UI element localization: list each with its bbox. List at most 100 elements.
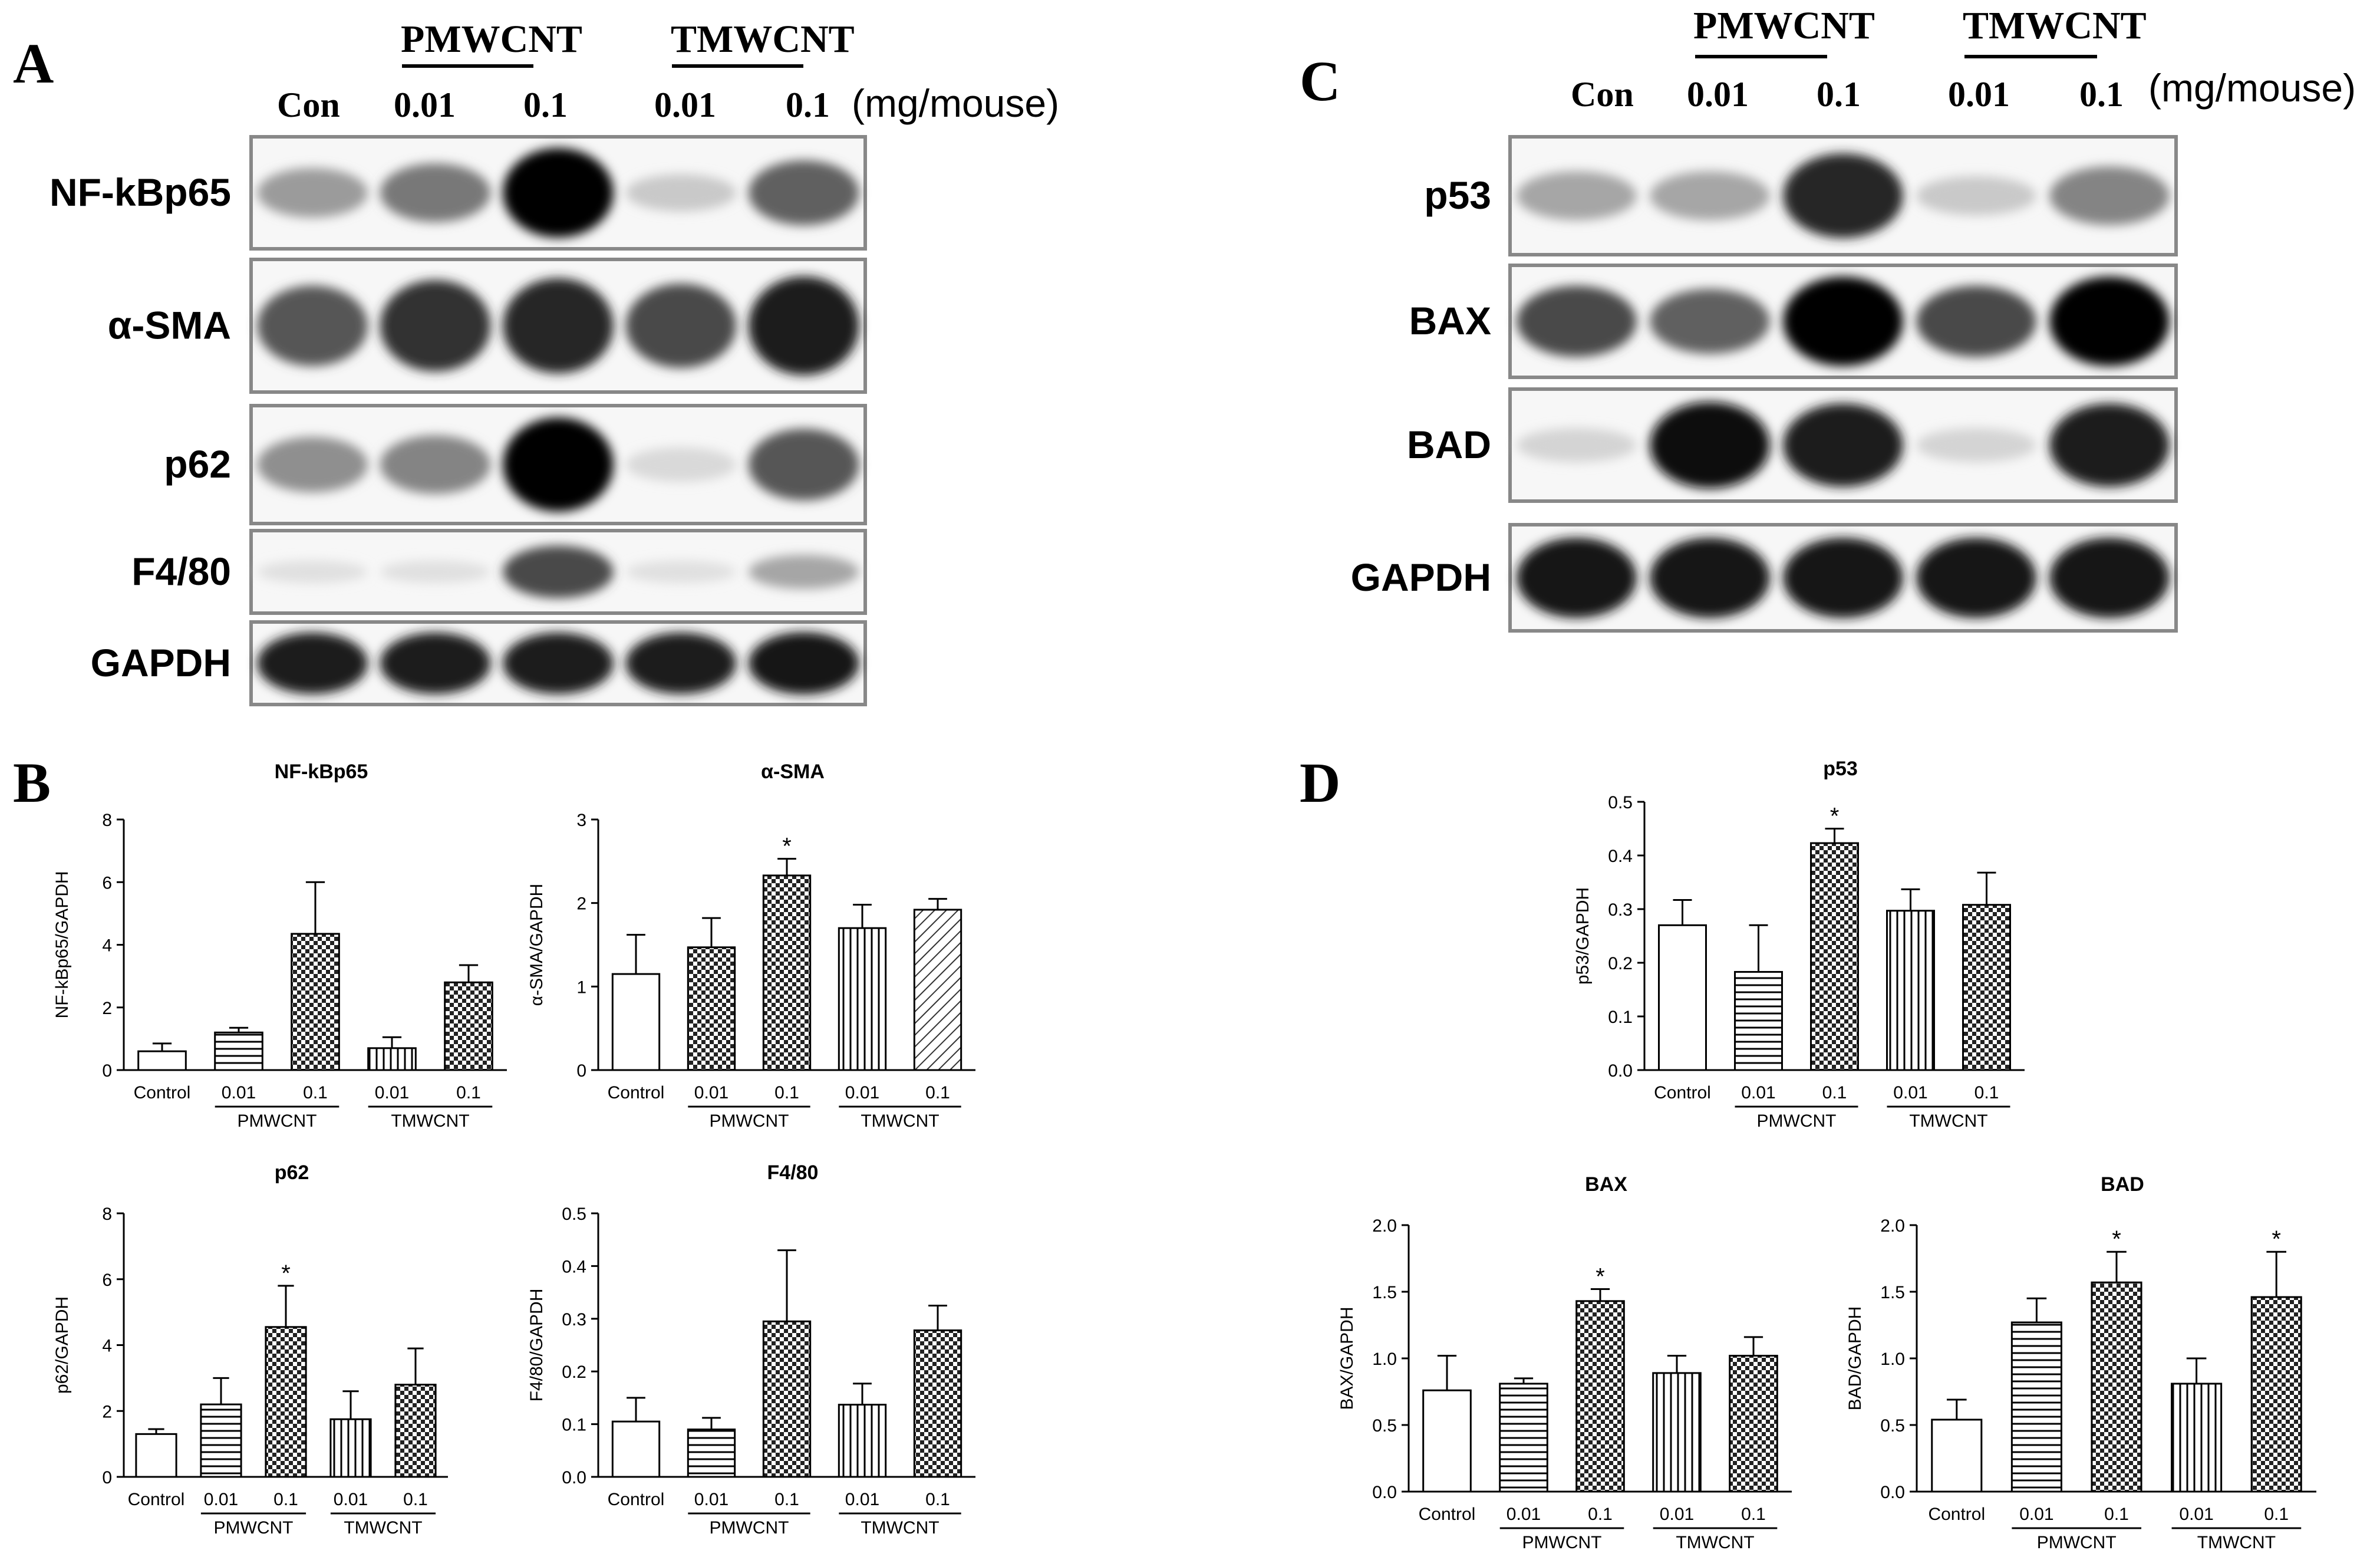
x-tick-label: 0.01 (204, 1490, 238, 1509)
bar (838, 927, 887, 1071)
group-label: PMWCNT (2037, 1533, 2117, 1552)
blot-band (625, 560, 737, 584)
blot-band (2049, 277, 2170, 366)
blot-row-gapdh: GAPDH (91, 620, 867, 706)
blot-band (503, 632, 614, 695)
bar (367, 1047, 417, 1071)
lane-label-p-high: 0.1 (523, 85, 568, 124)
blot-band (380, 279, 491, 372)
dose-unit: (mg/mouse) (2148, 66, 2356, 110)
chart-p62: p62 0 2 4 6 8 p62/GAPDH Control 0.01 * 0.1 0.01 0.1 P… (52, 1161, 448, 1538)
group-label: TMWCNT (861, 1518, 939, 1538)
bar (1658, 924, 1707, 1071)
bar (1575, 1300, 1625, 1493)
bar (838, 1404, 887, 1478)
group-label: TMWCNT (391, 1111, 469, 1131)
y-tick-label: 3 (576, 811, 586, 830)
blot-band (749, 632, 859, 695)
group-label-pmwcnt: PMWCNT (401, 18, 582, 61)
significance-mark: * (2112, 1226, 2121, 1252)
blot-band (2049, 403, 2170, 487)
blot-header-a: PMWCNT TMWCNT Con 0.01 0.1 0.01 0.1 (mg/… (277, 18, 1059, 125)
y-tick-label: 2 (102, 999, 112, 1018)
group-label: TMWCNT (1909, 1111, 1987, 1131)
y-tick-label: 1.0 (1880, 1350, 1905, 1369)
x-tick-label: Control (608, 1490, 665, 1509)
bar (611, 973, 661, 1071)
lane-label-con: Con (1571, 75, 1634, 114)
blot-band (625, 632, 737, 695)
blot-band (503, 148, 614, 238)
y-tick-label: 0.0 (1372, 1483, 1397, 1502)
blot-band (1783, 153, 1903, 238)
lane-label-t-high: 0.1 (2079, 75, 2124, 114)
group-label: TMWCNT (2197, 1533, 2276, 1552)
blot-band (1517, 428, 1637, 462)
bar (1422, 1389, 1472, 1493)
chart-f4-80: F4/80 0.0 0.1 0.2 0.3 0.4 0.5 F4/80/GAPDH Contro… (527, 1161, 975, 1538)
blot-band (380, 435, 491, 494)
blot-band (1783, 537, 1903, 618)
x-tick-label: 0.01 (1660, 1505, 1694, 1524)
bar (214, 1031, 263, 1071)
lane-label-p-high: 0.1 (1817, 75, 1861, 114)
blot-row-p53: p53 (1424, 135, 2178, 256)
blot-band (1916, 428, 2036, 462)
group-label-pmwcnt: PMWCNT (1693, 4, 1875, 47)
western-blots-c: p53 BAX BAD GAPDH (1351, 135, 2178, 633)
x-tick-label: 0.1 (1822, 1083, 1847, 1102)
y-tick-label: 0.0 (1880, 1483, 1905, 1502)
bar (687, 1429, 736, 1478)
group-label-tmwcnt: TMWCNT (1963, 4, 2147, 47)
y-tick-label: 4 (102, 1337, 112, 1356)
blot-row-sma: α-SMA (108, 258, 867, 394)
blot-band (1650, 537, 1770, 618)
blot-band (257, 632, 368, 695)
blot-band (1783, 277, 1903, 366)
x-tick-label: 0.1 (303, 1083, 328, 1102)
blot-band (1916, 176, 2036, 216)
y-tick-label: 0 (102, 1061, 112, 1081)
bar (611, 1420, 661, 1478)
lane-label-p-low: 0.01 (1687, 75, 1749, 114)
y-tick-label: 0.5 (1608, 793, 1633, 812)
y-axis-label: α-SMA/GAPDH (527, 884, 546, 1006)
x-tick-label: 0.01 (694, 1083, 728, 1102)
y-tick-label: 1.0 (1372, 1350, 1397, 1369)
lane-label-con: Con (277, 85, 340, 124)
group-label: PMWCNT (214, 1518, 294, 1538)
group-label: PMWCNT (238, 1111, 317, 1131)
x-tick-label: Control (1928, 1505, 1985, 1524)
x-tick-label: 0.1 (774, 1083, 799, 1102)
y-tick-label: 0.2 (1608, 954, 1633, 973)
bar (1652, 1372, 1702, 1493)
x-tick-label: 0.1 (403, 1490, 428, 1509)
blot-band (1650, 171, 1770, 220)
x-tick-label: Control (134, 1083, 191, 1102)
y-axis-label: p62/GAPDH (52, 1296, 72, 1394)
panel-label-b: B (13, 751, 51, 814)
panel-label-d: D (1300, 751, 1340, 814)
y-tick-label: 4 (102, 936, 112, 956)
x-tick-label: Control (1419, 1505, 1476, 1524)
x-tick-label: Control (128, 1490, 185, 1509)
y-axis-label: F4/80/GAPDH (527, 1289, 546, 1402)
panel-label-c: C (1300, 50, 1340, 113)
x-tick-label: 0.01 (375, 1083, 409, 1102)
blot-band (380, 560, 491, 584)
bar (762, 1320, 812, 1478)
y-axis-label: p53/GAPDH (1573, 887, 1593, 985)
blot-band (1517, 285, 1637, 357)
significance-mark: * (782, 834, 792, 860)
x-tick-label: 0.1 (925, 1083, 950, 1102)
x-tick-label: 0.01 (694, 1490, 728, 1509)
blot-band (380, 632, 491, 695)
chart-title: p62 (275, 1161, 309, 1184)
lane-label-t-high: 0.1 (786, 85, 830, 124)
chart-bax: BAX 0.0 0.5 1.0 1.5 2.0 BAX/GAPDH Control 0.01 * 0… (1337, 1173, 1792, 1552)
bar (444, 981, 493, 1071)
chart-title: α-SMA (761, 761, 825, 783)
group-label: PMWCNT (1757, 1111, 1837, 1131)
blot-band (1916, 537, 2036, 618)
